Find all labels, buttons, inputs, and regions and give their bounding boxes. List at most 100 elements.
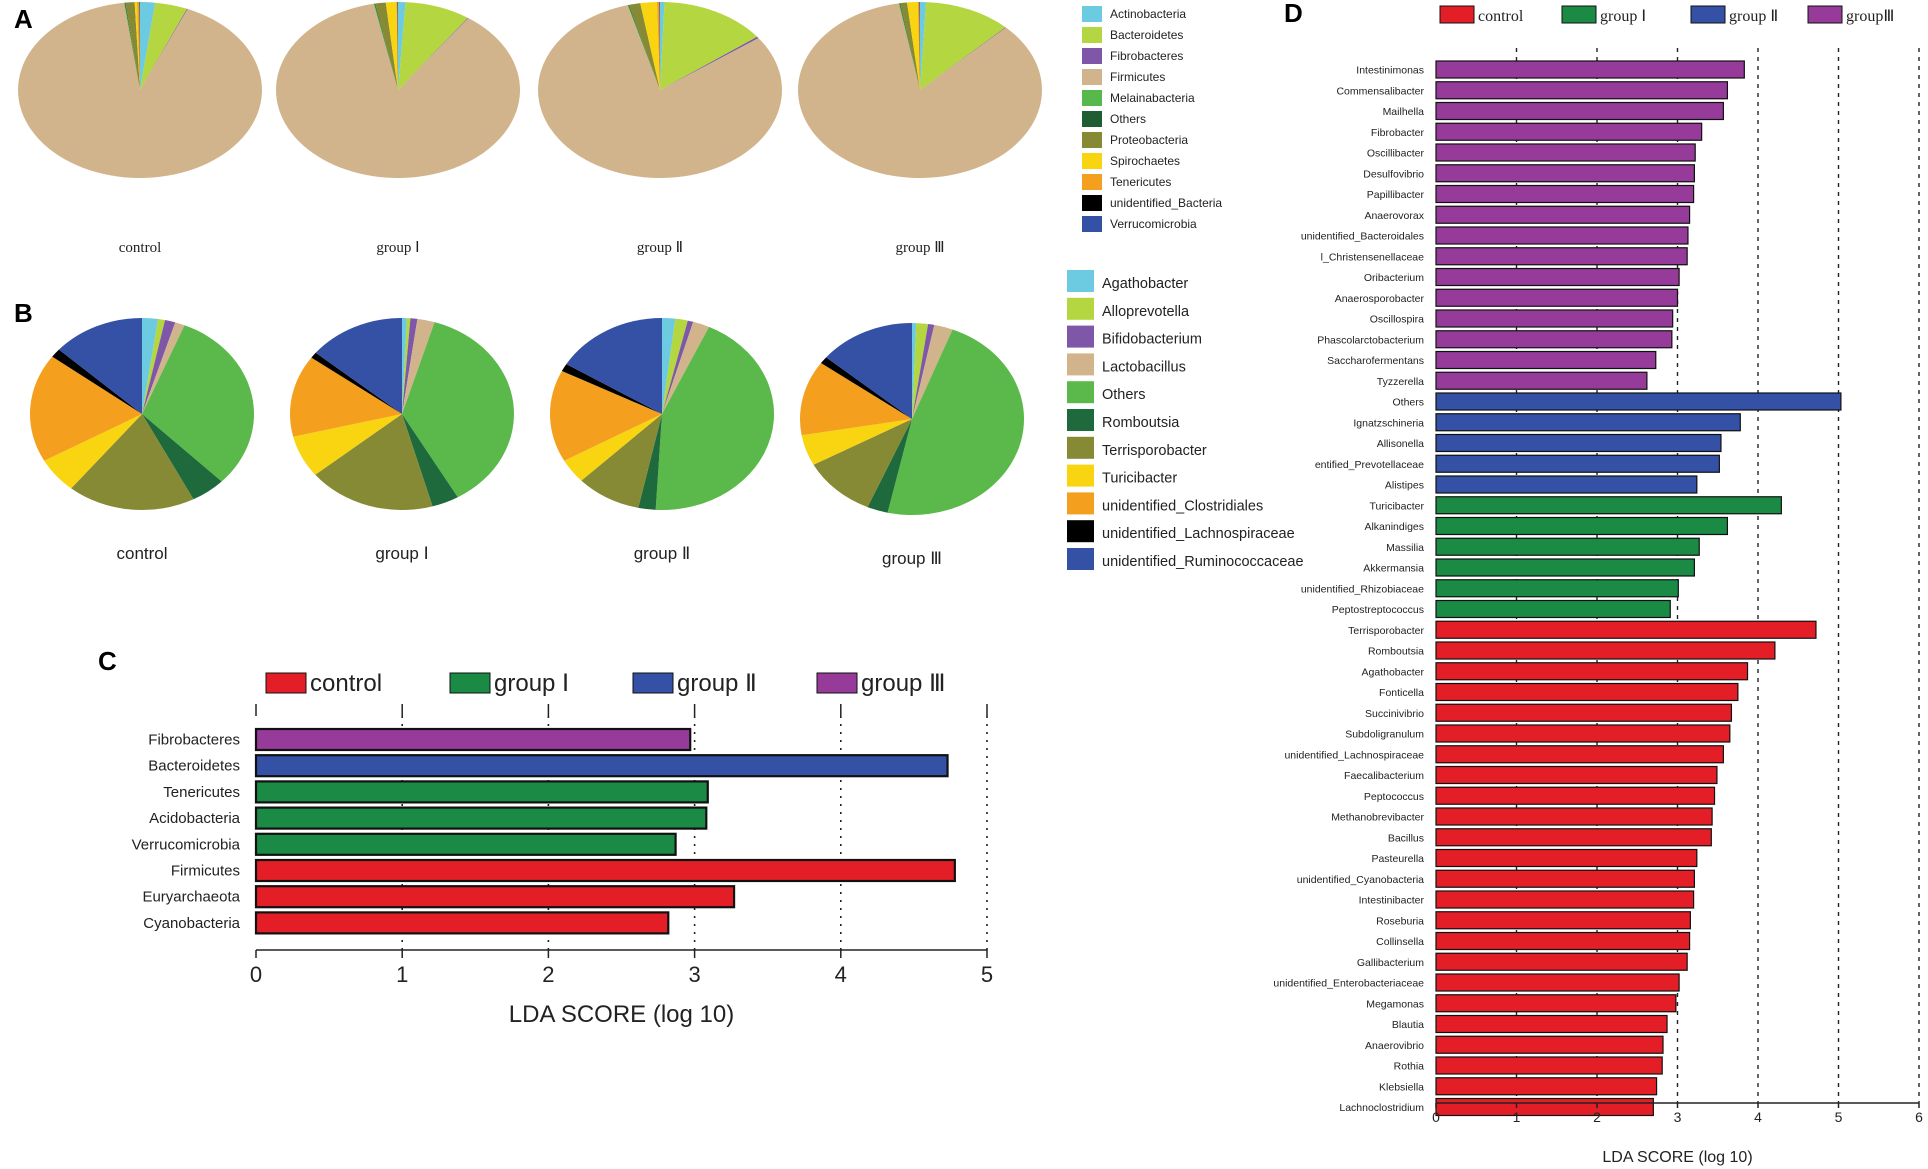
panel-d-bar-anaerosporobacter	[1435, 288, 1679, 307]
panel-d-bar-alistipes	[1435, 475, 1698, 494]
panel-d-bar-fonticella	[1435, 682, 1739, 702]
panel-d-bar-l-christensenellaceae	[1435, 247, 1688, 266]
panel-d-bar-romboutsia	[1435, 641, 1776, 660]
panel-d-bar-roseburia	[1435, 911, 1691, 930]
panel-c-category-label-cyanobacteria: Cyanobacteria	[143, 915, 240, 932]
pie-a-slice-group-spirochaetes	[385, 2, 398, 90]
legend-a-swatch-spirochaetes	[1082, 153, 1102, 169]
panel-d-category-label-others: Others	[1392, 397, 1424, 409]
pie-b-slice-group-unidentified-lachnospiraceae	[820, 357, 912, 419]
legend-b-swatch-unidentified-ruminococcaceae	[1067, 548, 1094, 570]
panel-c-tick-label-4: 4	[835, 962, 847, 987]
panel-d-category-label-anaerosporobacter: Anaerosporobacter	[1335, 293, 1425, 305]
pie-a-slice-group-others	[374, 3, 398, 91]
panel-d-category-label-terrisporobacter: Terrisporobacter	[1348, 625, 1424, 637]
pie-a-slice-group-bacteroidetes	[398, 2, 468, 91]
pie-a-label-group: group Ⅲ	[895, 240, 944, 256]
panel-letter-a: A	[14, 4, 33, 34]
panel-d-bar-bacillus	[1435, 828, 1712, 847]
panel-b-legend: Agathobacter Alloprevotella Bifidobacteriu…	[1067, 270, 1304, 570]
panel-c-legend-label-group: group Ⅰ	[494, 670, 569, 697]
pie-b-slice-group-terrisporobacter	[581, 414, 662, 508]
pie-b-slice-group-turicibacter	[293, 414, 402, 475]
panel-d-tick-label-0: 0	[1432, 1109, 1440, 1125]
panel-d-category-label-anaerovibrio: Anaerovibrio	[1365, 1040, 1424, 1052]
panel-d-category-label-peptococcus: Peptococcus	[1364, 791, 1424, 803]
panel-d-tick-label-1: 1	[1513, 1109, 1521, 1125]
legend-b-swatch-bifidobacterium	[1067, 325, 1094, 348]
pie-a-slice-group-others	[628, 4, 660, 91]
pie-b-slice-group-agathobacter	[912, 323, 917, 419]
panel-d-bar-others	[1435, 392, 1842, 411]
panel-c-x-axis-title: LDA SCORE (log 10)	[509, 1001, 734, 1028]
panel-d-bar-lachnoclostridium	[1435, 1097, 1654, 1117]
pie-a-slice-group-firmicutes	[538, 5, 783, 178]
panel-d-bar-massilia	[1435, 537, 1700, 556]
pie-a-slice-control-unidentified-bacteria	[139, 1, 140, 90]
panel-d-category-label-blautia: Blautia	[1392, 1019, 1424, 1031]
pie-b-slice-group-lactobacillus	[662, 321, 710, 414]
legend-a-swatch-actinobacteria	[1082, 6, 1102, 22]
pie-a-slice-group-bacteroidetes	[920, 2, 1006, 90]
panel-d-legend-label-control: control	[1478, 8, 1524, 25]
pie-a-slice-group-actinobacteria	[660, 1, 665, 90]
pie-a-slice-control-proteobacteria	[125, 2, 140, 91]
panel-d-category-label-desulfovibrio: Desulfovibrio	[1363, 168, 1424, 180]
pie-b-slice-group-romboutsia	[402, 414, 458, 507]
panel-d-bar-succinivibrio	[1435, 703, 1733, 722]
pie-a-slice-group-spirochaetes	[640, 2, 660, 91]
panel-d-category-label-unidentified-lachnospiraceae: unidentified_Lachnospiraceae	[1284, 749, 1424, 761]
panel-d-category-label-klebsiella: Klebsiella	[1379, 1081, 1424, 1093]
pie-a-slice-control-spirochaetes	[134, 2, 140, 91]
pie-a-slice-control-firmicutes	[17, 2, 262, 178]
pie-b-slice-group-unidentified-ruminococcaceae	[566, 318, 662, 414]
panel-c-tick-label-2: 2	[542, 962, 554, 987]
panel-c-bar-firmicutes	[254, 858, 956, 883]
pie-b-label-group: group Ⅲ	[882, 549, 942, 568]
panel-d-bar-gallibacterium	[1435, 952, 1688, 971]
panel-d-bar-methanobrevibacter	[1435, 807, 1713, 826]
panel-d-bar-saccharofermentans	[1435, 350, 1657, 370]
panel-c-category-label-tenericutes: Tenericutes	[163, 784, 240, 801]
panel-d-category-label-unidentified-bacteroidales: unidentified_Bacteroidales	[1301, 231, 1424, 243]
panel-d-lda-chart: Intestinimonas Commensalibacter Mailhella F…	[1273, 5, 1923, 1166]
panel-d-category-label-intestinimonas: Intestinimonas	[1356, 65, 1424, 77]
panel-d-category-label-unidentified-cyanobacteria: unidentified_Cyanobacteria	[1297, 874, 1424, 886]
legend-b-label-bifidobacterium: Bifidobacterium	[1102, 332, 1202, 348]
pie-b-slice-group-agathobacter	[402, 317, 407, 414]
panel-d-legend-label-group: group Ⅱ	[1729, 8, 1778, 25]
pie-b-slice-group-unidentified-ruminococcaceae	[315, 318, 402, 414]
panel-d-x-axis-title: LDA SCORE (log 10)	[1602, 1149, 1752, 1166]
panel-d-bar-blautia	[1435, 1014, 1668, 1034]
pie-b-slice-control-others	[142, 325, 254, 482]
pie-b-slice-group-alloprevotella	[402, 318, 411, 414]
panel-d-category-label-massilia: Massilia	[1386, 542, 1424, 554]
panel-d-category-label-collinsella: Collinsella	[1376, 936, 1424, 948]
legend-b-label-unidentified-clostridiales: unidentified_Clostridiales	[1102, 498, 1263, 514]
panel-d-bar-unidentified-lachnospiraceae	[1435, 745, 1724, 764]
panel-d-legend-swatch-group	[1807, 5, 1843, 24]
legend-a-label-proteobacteria: Proteobacteria	[1110, 133, 1188, 147]
panel-d-category-label-l-christensenellaceae: l_Christensenellaceae	[1321, 251, 1424, 263]
pie-b-slice-control-unidentified-ruminococcaceae	[58, 317, 142, 414]
legend-b-label-terrisporobacter: Terrisporobacter	[1102, 443, 1207, 459]
panel-a-pie-charts: control group Ⅰ group Ⅱ group Ⅲ	[17, 1, 1042, 256]
panel-d-bar-unidentified-enterobacteriaceae	[1435, 973, 1680, 992]
panel-c-tick-label-3: 3	[688, 962, 700, 987]
panel-d-bar-allisonella	[1435, 433, 1722, 453]
legend-b-swatch-agathobacter	[1067, 270, 1094, 292]
panel-d-legend-swatch-control	[1439, 5, 1475, 24]
panel-d-category-label-faecalibacterium: Faecalibacterium	[1344, 770, 1424, 782]
panel-d-bar-collinsella	[1435, 931, 1691, 951]
legend-a-swatch-verrucomicrobia	[1082, 216, 1102, 232]
panel-d-bar-anaerovorax	[1435, 205, 1691, 224]
pie-a-slice-group-firmicutes	[797, 3, 1042, 179]
panel-c-bar-acidobacteria	[254, 806, 708, 830]
legend-b-label-agathobacter: Agathobacter	[1102, 276, 1188, 292]
legend-b-swatch-others	[1067, 381, 1094, 404]
legend-a-swatch-fibrobacteres	[1082, 48, 1102, 64]
panel-c-legend-label-group: group Ⅲ	[861, 670, 946, 697]
panel-c-category-label-euryarchaeota: Euryarchaeota	[142, 889, 240, 906]
pie-a-label-group: group Ⅰ	[376, 240, 419, 256]
panel-d-category-label-agathobacter: Agathobacter	[1362, 666, 1425, 678]
